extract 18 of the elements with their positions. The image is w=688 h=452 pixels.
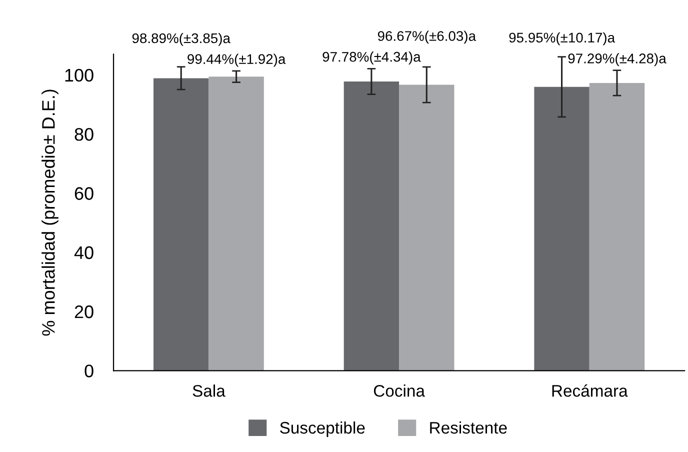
legend-label: Resistente [430,421,507,434]
y-tick-label: 60 [74,187,94,200]
x-tick-label: Cocina [374,384,425,397]
y-tick-label: 80 [74,128,94,141]
data-label: 98.89%(±3.85)a [132,32,230,46]
x-tick-label: Sala [192,384,226,397]
data-label: 97.78%(±4.34)a [322,52,421,64]
y-tick-label: 40 [74,246,94,260]
y-tick-label: 20 [74,305,94,318]
data-label: 99.44%(±1.92)a [188,54,286,67]
y-axis-title: % mortalidad (promedio± D.E.) [42,90,58,336]
x-tick-label: Recámara [552,384,628,397]
y-tick-label: 100 [65,68,94,82]
data-label: 95.95%(±10.17)a [509,32,616,46]
data-label: 97.29%(±4.28)a [568,53,666,66]
legend-label: Susceptible [280,421,365,437]
y-tick-label: 0 [84,364,94,378]
data-label: 96.67%(±6.03)a [378,30,476,44]
